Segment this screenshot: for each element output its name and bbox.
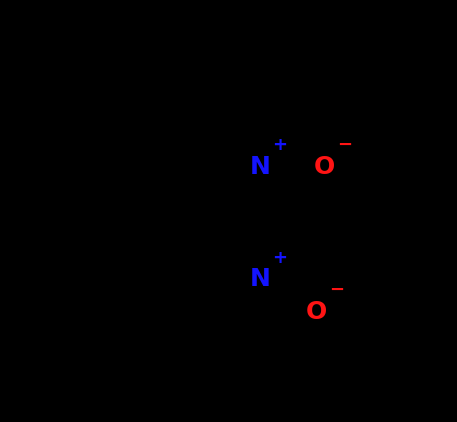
Text: N: N: [249, 154, 270, 179]
Text: O: O: [305, 300, 327, 324]
Text: −: −: [337, 136, 352, 154]
Text: N: N: [249, 267, 270, 291]
Text: O: O: [314, 154, 335, 179]
Text: +: +: [272, 249, 287, 267]
Text: +: +: [272, 136, 287, 154]
Text: −: −: [329, 281, 344, 299]
